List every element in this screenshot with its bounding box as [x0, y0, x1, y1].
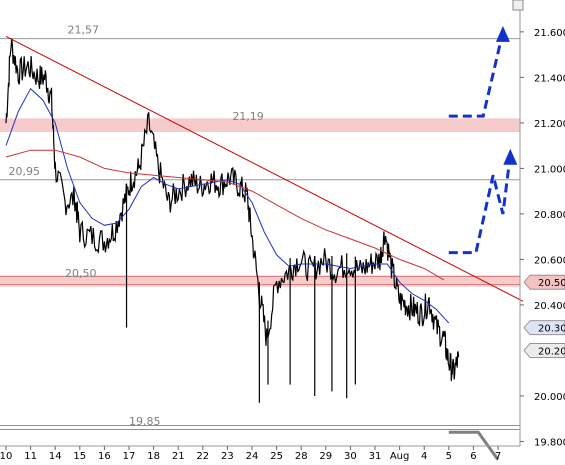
x-tick-label: 11 — [24, 451, 37, 461]
price-tag — [523, 343, 565, 358]
price-band — [0, 118, 520, 132]
y-tick-label: 21.200 — [534, 119, 565, 130]
x-tick-label: 28 — [295, 451, 308, 461]
x-tick-label: 15 — [73, 451, 86, 461]
y-tick-label: 20.800 — [534, 210, 565, 221]
x-tick-label: 21 — [172, 451, 185, 461]
x-tick-label: 29 — [319, 451, 332, 461]
forecast-upper-path — [448, 31, 505, 118]
trendline-layer — [5, 35, 524, 302]
x-tick-label: 16 — [98, 451, 111, 461]
level-label: 21,57 — [68, 24, 100, 37]
x-tick-label: 18 — [147, 451, 160, 461]
forecast-arrows — [448, 25, 518, 461]
level-labels: 21,57 21,19 20,95 20,50 19,85 — [8, 24, 263, 428]
x-tick-label: 23 — [221, 451, 234, 461]
level-label: 19,85 — [129, 415, 161, 428]
x-tick-label: 31 — [369, 451, 382, 461]
x-tick-label: 22 — [196, 451, 209, 461]
x-tick-label: 6 — [470, 451, 476, 461]
y-tick-label: 21.600 — [534, 28, 565, 39]
x-tick-label: 24 — [246, 451, 259, 461]
blue-moving-average-line — [5, 87, 450, 324]
price-band — [0, 275, 520, 287]
forecast-upper-arrowhead — [495, 25, 510, 42]
x-tick-label: 25 — [270, 451, 283, 461]
y-tick-label: 21.400 — [534, 73, 565, 84]
price-tag-label: 20.20 — [538, 346, 565, 357]
y-tick-label: 20.600 — [534, 255, 565, 266]
y-tick-label: 20.000 — [534, 392, 565, 403]
x-tick-label: 14 — [49, 451, 62, 461]
x-tick-label: 7 — [495, 451, 501, 461]
level-label: 20,50 — [65, 267, 97, 280]
forecast-lower-path — [448, 154, 512, 255]
price-tag — [523, 274, 565, 290]
red-moving-average-line — [5, 149, 445, 281]
price-tag — [523, 320, 565, 336]
x-tick-label: 5 — [446, 451, 452, 461]
horizontal-levels — [0, 38, 520, 431]
y-tick-label: 19.800 — [534, 437, 565, 448]
x-tick-label: 10 — [0, 451, 12, 461]
x-tick-label: 30 — [344, 451, 357, 461]
y-tick-label: 20.400 — [534, 301, 565, 312]
level-label: 21,19 — [232, 110, 264, 123]
x-tick-label: 4 — [421, 451, 427, 461]
price-series — [5, 38, 460, 403]
price-tag-label: 20.50 — [538, 278, 565, 289]
price-line — [5, 38, 460, 382]
forecast-lower-arrowhead — [503, 148, 518, 165]
y-tick-label: 21.000 — [534, 164, 565, 175]
level-label: 20,95 — [8, 165, 40, 178]
scroll-icon — [512, 0, 524, 11]
support-resistance-bands — [0, 118, 520, 287]
trendline — [5, 35, 524, 302]
forecast-corner-path — [448, 430, 500, 461]
x-tick-label: Aug — [390, 451, 410, 461]
x-tick-label: 17 — [123, 451, 136, 461]
price-tag-label: 20.30 — [538, 324, 565, 335]
